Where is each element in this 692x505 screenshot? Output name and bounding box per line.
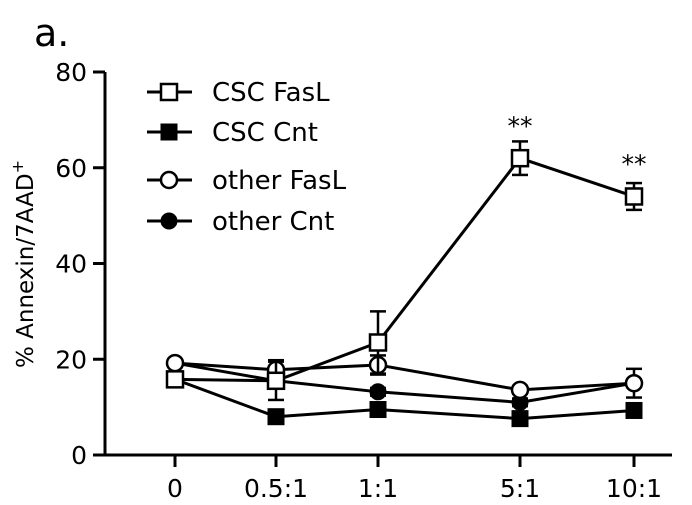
y-axis-label-text: % Annexin/7AAD [13, 173, 39, 368]
y-tick-label: 0 [71, 441, 87, 470]
y-tick-label: 60 [55, 154, 87, 183]
legend-marker [160, 123, 178, 141]
data-point [511, 410, 529, 428]
legend-label: CSC FasL [212, 78, 330, 108]
data-point [267, 408, 285, 426]
significance-marker: ** [508, 111, 533, 140]
data-point [165, 353, 185, 373]
series-layer [165, 140, 644, 428]
y-axis-label: % Annexin/7AAD+ [8, 160, 39, 368]
data-point [369, 401, 387, 419]
series-other-fasl [165, 353, 644, 400]
x-tick-label: 10:1 [606, 474, 662, 503]
x-tick-label: 1:1 [358, 474, 398, 503]
legend-item: other FasL [147, 166, 347, 196]
data-point [368, 333, 388, 352]
y-tick-label: 40 [55, 250, 87, 279]
y-axis-label-superscript: + [8, 160, 27, 173]
data-point [165, 370, 185, 389]
legend-item: CSC FasL [147, 78, 330, 108]
x-tick-label: 0 [167, 474, 183, 503]
legend-label: CSC Cnt [212, 118, 318, 148]
y-tick-label: 20 [55, 345, 87, 374]
data-point [624, 373, 644, 393]
series-csc-fasl [165, 140, 644, 402]
data-point [625, 401, 643, 419]
legend-item: other Cnt [147, 207, 334, 237]
data-point [510, 380, 530, 400]
x-tick-label: 0.5:1 [244, 474, 308, 503]
legend-marker [159, 82, 179, 102]
legend-marker [160, 212, 178, 230]
legend-label: other FasL [212, 166, 347, 196]
legend-item: CSC Cnt [147, 118, 318, 148]
legend-marker [159, 170, 179, 190]
x-tick-label: 5:1 [500, 474, 540, 503]
axes: 0 20 40 60 80 0 0.5:1 1:1 5:1 10:1 [55, 58, 672, 503]
data-point [624, 187, 644, 206]
y-tick-label: 80 [55, 58, 87, 87]
legend-label: other Cnt [212, 207, 334, 237]
data-point [510, 148, 530, 168]
data-point [369, 383, 387, 401]
annotations: ** ** [508, 111, 647, 178]
significance-marker: ** [622, 150, 647, 179]
series-line [174, 377, 635, 421]
legend: CSC FasL CSC Cnt other FasL other Cnt [147, 78, 347, 237]
panel-label: a. [34, 11, 69, 55]
data-point [266, 371, 286, 391]
